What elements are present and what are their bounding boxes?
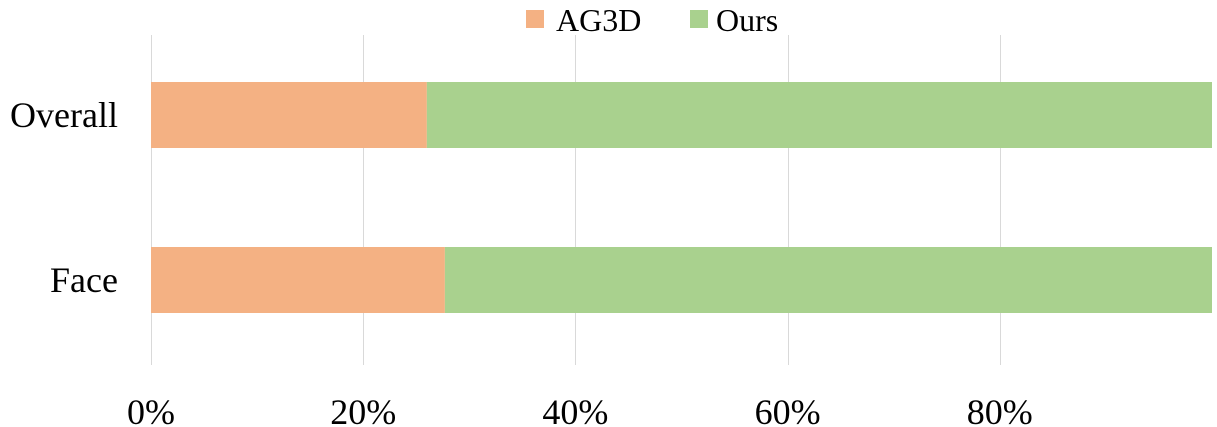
- category-label-face: Face: [50, 260, 118, 300]
- bar-overall-ag3d: [151, 82, 427, 148]
- legend-swatch-ours: [690, 10, 708, 28]
- bars: [151, 82, 1213, 313]
- x-tick-label-20: 20%: [330, 392, 396, 427]
- x-axis-tick-labels: 0% 20% 40% 60% 80%: [127, 392, 1033, 427]
- bar-face-ours: [444, 247, 1213, 313]
- bar-face-ag3d: [151, 247, 445, 313]
- x-tick-label-60: 60%: [755, 392, 821, 427]
- category-label-overall: Overall: [10, 95, 118, 135]
- legend-label-ag3d: AG3D: [556, 2, 641, 38]
- x-tick-label-40: 40%: [542, 392, 608, 427]
- bar-overall-ours: [426, 82, 1212, 148]
- x-tick-label-0: 0%: [127, 392, 175, 427]
- legend-label-ours: Ours: [716, 2, 778, 38]
- legend-swatch-ag3d: [526, 10, 544, 28]
- category-labels: Overall Face: [10, 95, 118, 300]
- legend: AG3D Ours: [526, 2, 778, 38]
- x-tick-label-80: 80%: [967, 392, 1033, 427]
